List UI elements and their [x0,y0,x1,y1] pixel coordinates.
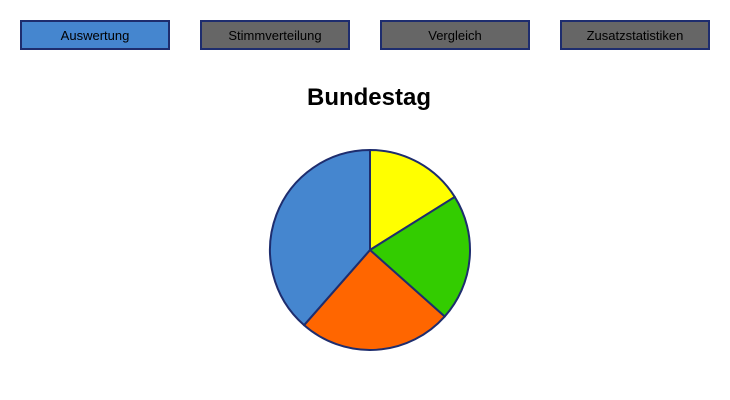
tab-auswertung[interactable]: Auswertung [20,20,170,50]
pie-slice-1 [369,149,456,251]
tab-stimmverteilung[interactable]: Stimmverteilung [200,20,350,50]
pie-slice-4 [269,149,371,327]
tab-vergleich[interactable]: Vergleich [380,20,530,50]
pie-slice-3 [303,249,446,351]
tab-zusatzstatistiken[interactable]: Zusatzstatistiken [560,20,710,50]
page-title: Bundestag [306,84,431,111]
pie-slice-2 [369,195,471,318]
